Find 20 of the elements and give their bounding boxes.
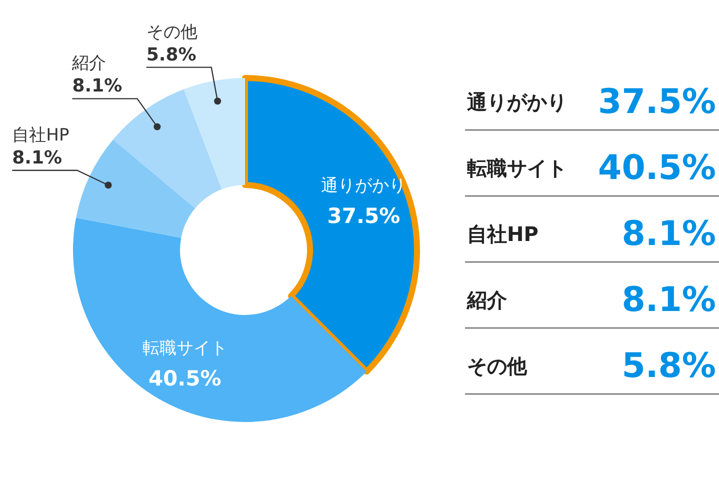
text: 40.5% <box>598 148 716 188</box>
slice-label: 通りがかり <box>321 176 406 196</box>
category-label: 転職サイト <box>467 156 567 180</box>
slice-label: 通りがかり <box>466 90 567 114</box>
slice-label: その他 <box>146 22 198 42</box>
slice-label: 転職サイト <box>142 338 228 359</box>
data-label: 8.1% <box>12 147 62 168</box>
slice-label: 紹介 <box>71 54 106 74</box>
text: 8.1% <box>622 214 716 254</box>
text: 5.8% <box>622 346 716 386</box>
data-label: 5.8% <box>146 44 196 66</box>
category-label: 紹介 <box>467 288 507 312</box>
data-label: 40.5% <box>148 366 222 391</box>
category-label: 自社HP <box>467 222 538 246</box>
text: 8.1% <box>622 280 716 320</box>
category-label: その他 <box>467 354 527 378</box>
text: 37.5% <box>598 82 716 122</box>
data-label: 37.5% <box>327 204 400 228</box>
data-label: 8.1% <box>72 76 122 97</box>
slice-label: 自社HP <box>12 125 70 146</box>
